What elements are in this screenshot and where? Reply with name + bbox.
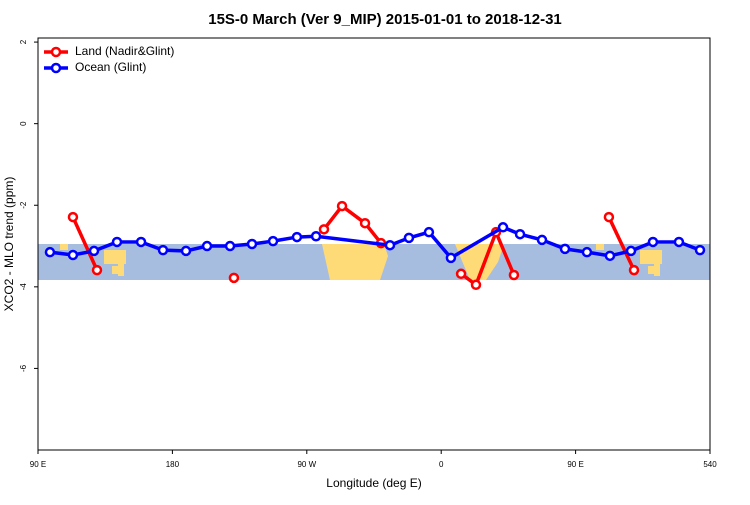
point: [291, 231, 303, 243]
point: [423, 226, 435, 238]
land-shape: [648, 266, 656, 274]
point: [603, 211, 615, 223]
y-tick-label: 2: [19, 39, 28, 44]
point: [157, 244, 169, 256]
legend-label: Land (Nadir&Glint): [75, 44, 174, 58]
point: [111, 236, 123, 248]
x-tick-label: 90 E: [567, 460, 583, 469]
point: [384, 239, 396, 251]
y-tick-label: -4: [19, 283, 28, 291]
land-shape: [322, 244, 388, 280]
point: [508, 269, 520, 281]
point: [625, 245, 637, 257]
point: [318, 224, 330, 235]
land-shape: [654, 262, 660, 276]
point: [581, 246, 593, 258]
y-tick-label: 0: [19, 121, 28, 126]
point: [267, 235, 279, 247]
point: [359, 217, 371, 229]
point: [604, 250, 616, 262]
y-tick-label: -6: [19, 364, 28, 372]
point: [135, 236, 147, 248]
y-axis-label: XCO2 - MLO trend (ppm): [2, 177, 16, 312]
point: [336, 200, 348, 212]
point: [67, 211, 79, 223]
x-tick-label: 90 E: [30, 460, 46, 469]
point: [403, 232, 415, 244]
x-tick-label: 180: [166, 460, 180, 469]
land-shape: [596, 244, 604, 250]
point: [455, 268, 467, 280]
point: [91, 264, 103, 276]
point: [559, 243, 571, 255]
plot-frame: [37, 37, 711, 451]
series-line: [71, 203, 636, 288]
x-tick-label: 0: [439, 460, 444, 469]
point: [628, 264, 640, 276]
point: [228, 272, 240, 284]
map-strip: [38, 244, 710, 280]
y-tick-label: -2: [19, 201, 28, 209]
point: [647, 236, 659, 248]
land-shape: [455, 244, 504, 280]
point: [246, 238, 258, 250]
land-shape: [104, 250, 126, 264]
chart-title: 15S-0 March (Ver 9_MIP) 2015-01-01 to 20…: [208, 11, 562, 28]
point: [497, 222, 509, 233]
point: [536, 234, 548, 246]
point: [180, 245, 192, 257]
legend-label: Ocean (Glint): [75, 60, 146, 74]
point: [673, 236, 685, 248]
land-shape: [640, 250, 662, 264]
point: [201, 240, 213, 252]
point: [445, 252, 457, 264]
point: [694, 244, 706, 256]
x-tick-label: 90 W: [297, 460, 316, 469]
point: [310, 230, 322, 242]
x-tick-label: 540: [703, 460, 717, 469]
land-shape: [60, 244, 68, 250]
land-shape: [112, 266, 120, 274]
x-axis-label: Longitude (deg E): [326, 476, 421, 490]
legend-marker: [50, 62, 62, 74]
legend-marker: [50, 46, 62, 58]
point: [88, 245, 100, 257]
point: [514, 228, 526, 240]
point: [44, 246, 56, 258]
point: [67, 249, 79, 261]
land-shape: [118, 262, 124, 276]
point: [224, 240, 236, 252]
point: [470, 279, 482, 291]
